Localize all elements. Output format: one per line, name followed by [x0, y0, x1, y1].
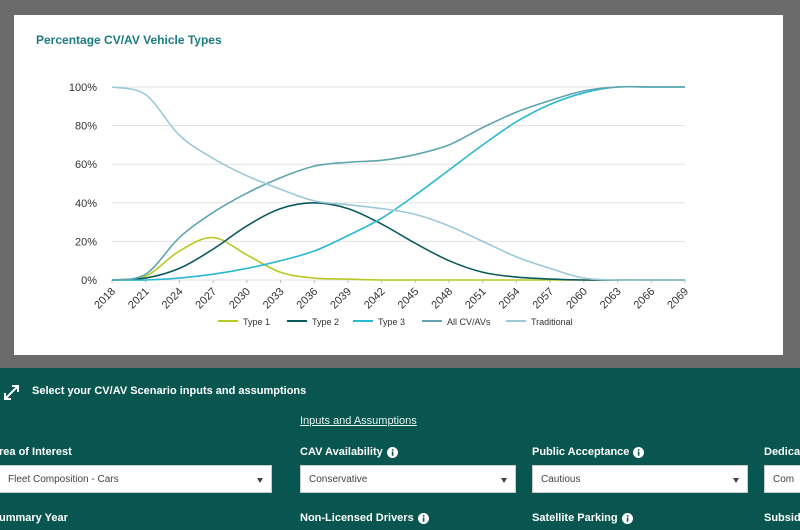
field-label: CAV Availability [300, 446, 516, 458]
field-label: Dedica [764, 446, 800, 458]
field-label: Public Acceptance [532, 446, 748, 458]
scenario-panel: Select your CV/AV Scenario inputs and as… [0, 368, 800, 530]
series-line [111, 85, 685, 281]
legend-item: Type 2 [287, 317, 339, 327]
series-line [111, 85, 685, 281]
panel-title: Select your CV/AV Scenario inputs and as… [32, 385, 307, 397]
legend-label: Traditional [531, 317, 573, 327]
field: Dedica Com [764, 446, 800, 493]
chart-title: Percentage CV/AV Vehicle Types [36, 33, 222, 47]
legend-item: Type 3 [353, 317, 405, 327]
label-text: Public Acceptance [532, 446, 630, 458]
legend-item: Type 1 [218, 317, 270, 327]
series-line [111, 86, 685, 281]
field-label: Non-Licensed Drivers [300, 512, 516, 524]
field-label: Satellite Parking [532, 512, 748, 524]
inputs-link[interactable]: Inputs and Assumptions [300, 415, 417, 427]
label-text: Dedica [764, 446, 800, 458]
field-label: rea of Interest [0, 446, 272, 458]
expand-icon[interactable] [2, 383, 22, 403]
legend-label: Type 1 [243, 317, 270, 327]
y-tick-label: 20% [75, 236, 97, 248]
field: Satellite Parking [532, 512, 748, 524]
field-label: ummary Year [0, 512, 272, 524]
chart: Percentage CV/AV Vehicle Types 0% 20% 40% 6… [14, 15, 783, 355]
series-line [111, 201, 685, 281]
legend-label: Type 2 [312, 317, 339, 327]
select[interactable]: Conservative [300, 465, 516, 493]
select[interactable]: Com [764, 465, 800, 493]
label-text: Subsid [764, 512, 800, 524]
label-text: rea of Interest [0, 446, 72, 458]
field-label: Subsid [764, 512, 800, 524]
field: Public Acceptance Cautious [532, 446, 748, 493]
legend-item: Traditional [506, 317, 573, 327]
info-icon[interactable] [633, 446, 645, 458]
select[interactable]: Fleet Composition - Cars [0, 465, 272, 493]
field: CAV Availability Conservative [300, 446, 516, 493]
legend-item: All CV/AVs [422, 317, 491, 327]
field: rea of Interest Fleet Composition - Cars [0, 446, 272, 493]
field: Subsid [764, 512, 800, 524]
legend-label: All CV/AVs [447, 317, 491, 327]
y-tick-label: 60% [75, 159, 97, 171]
label-text: CAV Availability [300, 446, 383, 458]
y-tick-label: 100% [69, 82, 97, 94]
label-text: Satellite Parking [532, 512, 618, 524]
y-tick-label: 40% [75, 198, 97, 210]
field: Non-Licensed Drivers [300, 512, 516, 524]
chart-card [14, 15, 783, 355]
label-text: ummary Year [0, 512, 68, 524]
y-tick-label: 80% [75, 121, 97, 133]
legend-label: Type 3 [378, 317, 405, 327]
field: ummary Year [0, 512, 272, 524]
label-text: Non-Licensed Drivers [300, 512, 414, 524]
info-icon[interactable] [417, 512, 429, 524]
y-tick-label: 0% [81, 275, 97, 287]
info-icon[interactable] [621, 512, 633, 524]
select[interactable]: Cautious [532, 465, 748, 493]
info-icon[interactable] [386, 446, 398, 458]
